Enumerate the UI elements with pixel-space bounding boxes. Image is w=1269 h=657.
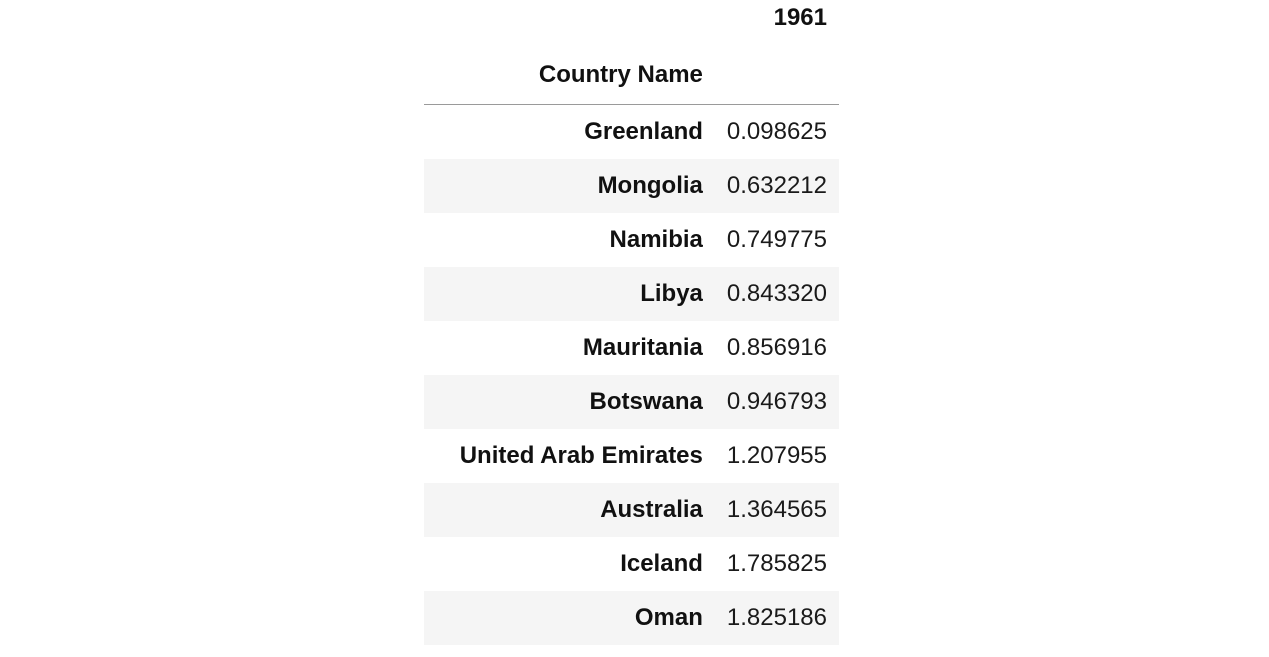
table-row: Botswana 0.946793 (424, 375, 839, 429)
table-row: Iceland 1.785825 (424, 537, 839, 591)
index-row-blank-cell (714, 46, 839, 105)
row-country-name: United Arab Emirates (459, 442, 703, 469)
row-country-name: Iceland (620, 550, 703, 577)
header-corner-blank (424, 0, 715, 46)
row-value: 0.749775 (726, 226, 827, 253)
column-header-row: 1961 (424, 0, 839, 46)
row-country-name: Namibia (609, 226, 703, 253)
table-row: Greenland 0.098625 (424, 105, 839, 160)
table-row: Mauritania 0.856916 (424, 321, 839, 375)
row-country-name: Mongolia (597, 172, 703, 199)
table-row: Namibia 0.749775 (424, 213, 839, 267)
row-country-name: Mauritania (582, 334, 703, 361)
table-body: Greenland 0.098625 Mongolia 0.632212 Nam… (424, 105, 839, 645)
dataframe-table: 1961 Country Name Greenland 0.098625 Mon… (424, 0, 839, 645)
row-country-name: Libya (640, 280, 703, 307)
row-value: 0.856916 (726, 334, 827, 361)
row-country-name: Oman (634, 604, 703, 631)
index-name-header: Country Name (424, 46, 715, 105)
row-value: 1.825186 (726, 604, 827, 631)
row-country-name: Greenland (584, 118, 703, 145)
row-value: 1.785825 (726, 550, 827, 577)
table-row: Libya 0.843320 (424, 267, 839, 321)
row-country-name: Botswana (589, 388, 703, 415)
table-header: 1961 Country Name (424, 0, 839, 105)
table-row: Oman 1.825186 (424, 591, 839, 645)
table-row: United Arab Emirates 1.207955 (424, 429, 839, 483)
row-value: 0.632212 (726, 172, 827, 199)
row-value: 0.843320 (726, 280, 827, 307)
row-value: 1.207955 (726, 442, 827, 469)
row-value: 0.098625 (726, 118, 827, 145)
row-value: 1.364565 (726, 496, 827, 523)
row-country-name: Australia (600, 496, 703, 523)
table-row: Mongolia 0.632212 (424, 159, 839, 213)
index-name-row: Country Name (424, 46, 839, 105)
column-header-year: 1961 (773, 4, 827, 31)
row-value: 0.946793 (726, 388, 827, 415)
table-row: Australia 1.364565 (424, 483, 839, 537)
dataframe-container: 1961 Country Name Greenland 0.098625 Mon… (424, 0, 839, 645)
